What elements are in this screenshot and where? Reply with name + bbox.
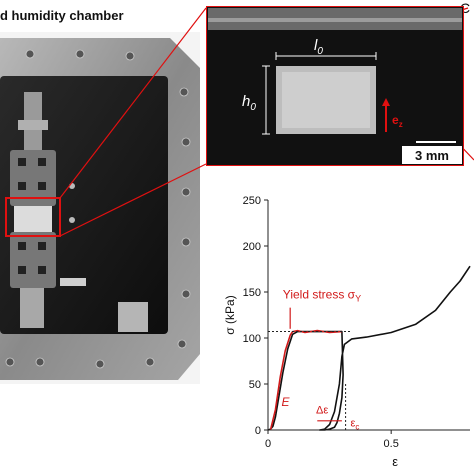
y-tick-label: 200 — [243, 241, 261, 253]
tensile-grips — [10, 92, 148, 332]
scale-label-box — [402, 146, 462, 164]
sample-zoom-view: l0 h0 ez 3 mm — [206, 6, 464, 166]
series-line-0 — [267, 265, 471, 431]
panel-corner-label: C — [460, 0, 471, 16]
yield-stress-label: Yield stress σY — [283, 287, 361, 303]
x-axis-ticks: 0 0.5 — [265, 430, 399, 450]
y-tick-label: 0 — [255, 425, 261, 437]
humidity-chamber-photo — [0, 32, 200, 384]
epsilon-c-label: εc — [351, 417, 360, 431]
scale-label: 3 mm — [415, 148, 449, 163]
y-tick-label: 100 — [243, 333, 261, 345]
x-axis-label: ε — [392, 454, 398, 469]
yield-stress-annotation: Yield stress σY — [283, 287, 361, 329]
y-axis-label: σ (kPa) — [223, 295, 237, 334]
page-title: d humidity chamber — [0, 8, 124, 23]
y-tick-label: 250 — [243, 195, 261, 207]
modulus-label: E — [282, 395, 291, 409]
l0-label: l0 — [314, 37, 323, 57]
y-axis-ticks: 0 50 100 150 200 250 — [243, 195, 268, 437]
delta-epsilon-label: Δε — [316, 404, 328, 416]
ez-arrow-icon — [382, 98, 390, 132]
y-tick-label: 50 — [249, 379, 261, 391]
x-tick-label: 0.5 — [384, 438, 399, 450]
x-tick-label: 0 — [265, 438, 271, 450]
ez-label: ez — [392, 113, 403, 129]
y-tick-label: 150 — [243, 287, 261, 299]
h0-label: h0 — [242, 93, 256, 113]
